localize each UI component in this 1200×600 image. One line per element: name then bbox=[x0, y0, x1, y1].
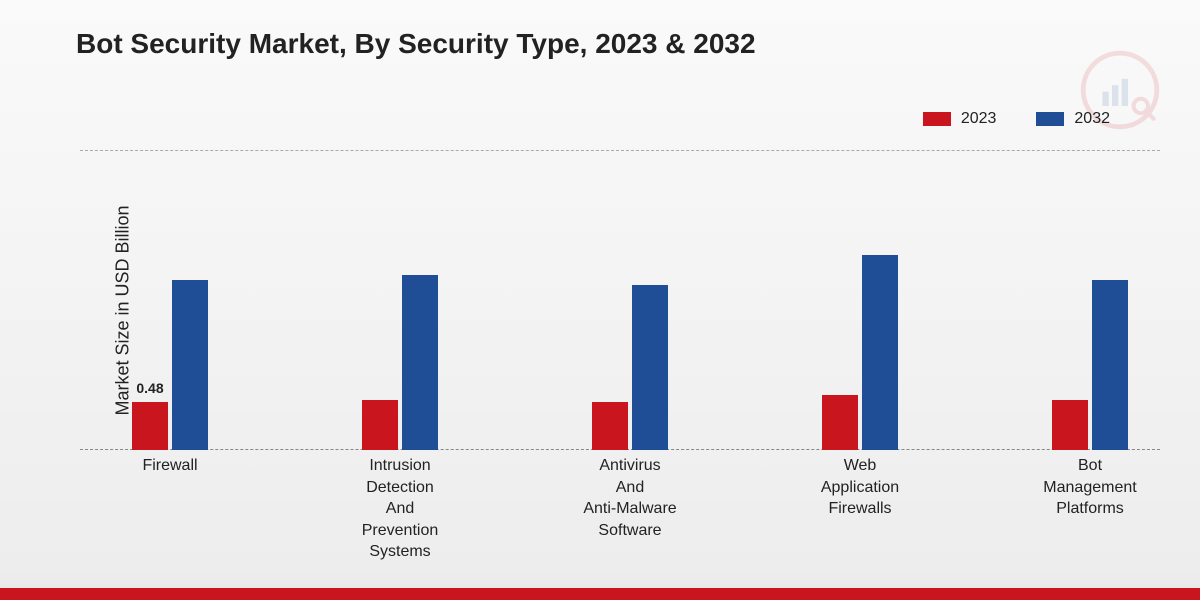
bar-2023-4 bbox=[1052, 400, 1088, 450]
bar-2032-3 bbox=[862, 255, 898, 450]
x-axis-label-2: Antivirus And Anti-Malware Software bbox=[583, 455, 676, 541]
x-axis-label-3: Web Application Firewalls bbox=[821, 455, 899, 520]
legend-item-2023: 2023 bbox=[923, 110, 997, 128]
legend-swatch-2032 bbox=[1036, 112, 1064, 126]
bar-2023-3 bbox=[822, 395, 858, 450]
legend-label-2023: 2023 bbox=[961, 110, 997, 128]
legend-label-2032: 2032 bbox=[1074, 110, 1110, 128]
chart-plot-area: 0.48 bbox=[80, 150, 1160, 450]
chart-title: Bot Security Market, By Security Type, 2… bbox=[76, 28, 756, 60]
legend-item-2032: 2032 bbox=[1036, 110, 1110, 128]
x-axis-label-0: Firewall bbox=[142, 455, 197, 477]
bar-2032-2 bbox=[632, 285, 668, 450]
bar-2023-2 bbox=[592, 402, 628, 450]
bar-value-label: 0.48 bbox=[136, 380, 163, 396]
bar-2032-4 bbox=[1092, 280, 1128, 450]
footer-accent-bar bbox=[0, 588, 1200, 600]
x-axis-label-4: Bot Management Platforms bbox=[1043, 455, 1136, 520]
bar-2032-0 bbox=[172, 280, 208, 450]
legend-swatch-2023 bbox=[923, 112, 951, 126]
bar-2023-1 bbox=[362, 400, 398, 450]
x-axis-label-1: Intrusion Detection And Prevention Syste… bbox=[362, 455, 439, 563]
grid-top-line bbox=[80, 150, 1160, 151]
bar-2023-0 bbox=[132, 402, 168, 450]
bar-2032-1 bbox=[402, 275, 438, 450]
legend: 2023 2032 bbox=[923, 110, 1110, 128]
